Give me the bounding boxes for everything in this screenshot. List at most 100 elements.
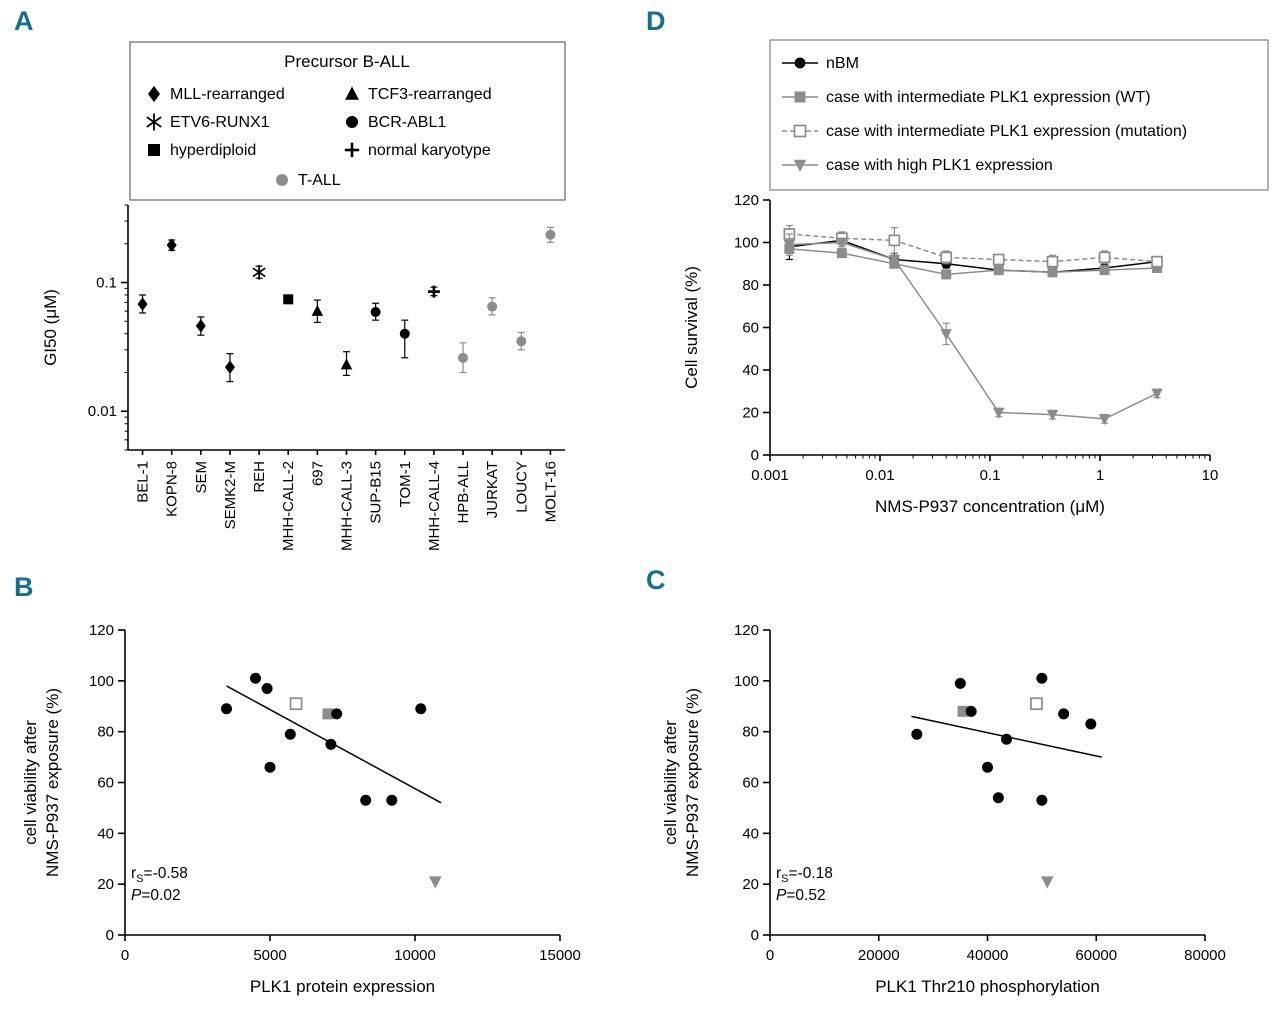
marker-triangle-up bbox=[340, 358, 353, 370]
x-axis-title: PLK1 Thr210 phosphorylation bbox=[875, 977, 1100, 996]
marker-circle bbox=[360, 794, 372, 806]
axes bbox=[121, 204, 565, 455]
y-tick-label: 80 bbox=[742, 724, 759, 741]
marker-triangle-down bbox=[1098, 414, 1111, 426]
legend-label: case with intermediate PLK1 expression (… bbox=[826, 89, 1151, 106]
legend-precursor-ball: Precursor B-ALL MLL-rearranged ETV6-RUNX1 h… bbox=[129, 41, 566, 201]
marker-square-open bbox=[289, 697, 303, 711]
x-tick-label: 10 bbox=[1202, 467, 1219, 484]
marker-triangle-down bbox=[1040, 876, 1054, 889]
y-axis-title-line1: cell viability after bbox=[21, 720, 40, 845]
series-line bbox=[789, 241, 1158, 420]
marker-circle bbox=[386, 794, 398, 806]
y-tick-label: 80 bbox=[97, 724, 114, 741]
y-tick-label: 120 bbox=[89, 622, 114, 639]
axes bbox=[763, 199, 1211, 461]
legend-label: normal karyotype bbox=[368, 142, 491, 159]
marker-square-open bbox=[1030, 697, 1043, 711]
marker-cross bbox=[344, 142, 360, 158]
correlation-coefficient: rS=-0.18 bbox=[776, 865, 833, 885]
marker-triangle-up bbox=[311, 304, 324, 316]
y-tick-label: 80 bbox=[742, 277, 759, 294]
marker-triangle-down bbox=[836, 237, 848, 249]
x-tick-label: 5000 bbox=[253, 947, 286, 964]
marker-circle bbox=[458, 352, 469, 363]
y-axis-title-line2: NMS-P937 exposure (%) bbox=[43, 688, 62, 877]
marker-triangle-down bbox=[793, 159, 807, 172]
legend-label: hyperdiploid bbox=[170, 142, 256, 159]
y-tick-label: 40 bbox=[97, 825, 114, 842]
viability-vs-thr210-phosphorylation-scatter: 0 20 40 60 80 100 120 0 20000 40000 60000 80000 PLK1… bbox=[661, 622, 1226, 996]
marker-diamond bbox=[148, 85, 160, 103]
marker-square bbox=[993, 265, 1004, 276]
x-category-label: TOM-1 bbox=[397, 461, 414, 507]
legend-label: BCR-ABL1 bbox=[368, 114, 446, 131]
marker-diamond bbox=[137, 297, 148, 311]
marker-circle bbox=[261, 682, 273, 694]
panel-label-c: C bbox=[646, 565, 666, 595]
marker-square-open bbox=[940, 251, 953, 264]
y-tick-label: 100 bbox=[734, 235, 759, 252]
x-category-label: MOLT-16 bbox=[542, 461, 559, 522]
y-tick-label: 60 bbox=[742, 320, 759, 337]
marker-circle bbox=[284, 728, 296, 740]
series-line bbox=[789, 239, 1158, 274]
correlation-coefficient: rS=-0.58 bbox=[131, 865, 188, 885]
legend-survival-series: nBM case with intermediate PLK1 expressio… bbox=[769, 39, 1269, 191]
y-tick-label: 0.01 bbox=[88, 403, 117, 420]
marker-diamond bbox=[224, 360, 235, 374]
marker-circle bbox=[415, 703, 427, 715]
data-points bbox=[137, 226, 556, 383]
marker-diamond bbox=[195, 319, 206, 333]
y-tick-label: 20 bbox=[97, 876, 114, 893]
data-points bbox=[221, 672, 442, 889]
marker-square-open bbox=[1098, 251, 1111, 264]
x-tick-label: 40000 bbox=[967, 947, 1009, 964]
y-axis-title: GI50 (μM) bbox=[41, 289, 60, 366]
marker-circle bbox=[487, 301, 498, 312]
legend-label: TCF3-rearranged bbox=[368, 86, 492, 103]
legend-label: case with intermediate PLK1 expression (… bbox=[826, 123, 1187, 140]
x-category-label: LOUCY bbox=[513, 461, 530, 513]
x-tick-label: 1 bbox=[1096, 467, 1104, 484]
series-points bbox=[783, 233, 1163, 426]
marker-square-open bbox=[1046, 255, 1059, 268]
marker-triangle-down bbox=[783, 239, 796, 251]
marker-triangle-down bbox=[940, 329, 952, 341]
panel-b: B 0 20 40 60 80 100 120 0 5000 10000 15000 PLK1 pro… bbox=[0, 560, 640, 1018]
panel-label-a: A bbox=[14, 6, 34, 36]
marker-diamond bbox=[166, 238, 177, 252]
marker-square bbox=[322, 708, 334, 720]
marker-square-open bbox=[1151, 255, 1163, 268]
marker-circle bbox=[982, 761, 993, 773]
marker-square bbox=[1152, 263, 1163, 273]
y-axis-title-line1: cell viability after bbox=[661, 720, 680, 845]
y-tick-label: 0 bbox=[751, 447, 759, 464]
x-tick-label: 80000 bbox=[1184, 947, 1226, 964]
marker-square bbox=[148, 144, 160, 156]
y-tick-label: 60 bbox=[742, 775, 759, 792]
y-tick-label: 120 bbox=[734, 622, 759, 639]
marker-circle bbox=[954, 677, 966, 689]
x-category-label: KOPN-8 bbox=[164, 461, 181, 517]
x-tick-label: 0 bbox=[766, 947, 774, 964]
x-tick-label: 0.1 bbox=[980, 467, 1001, 484]
marker-circle bbox=[250, 672, 261, 684]
marker-triangle-down bbox=[1151, 388, 1163, 400]
x-category-label: BEL-1 bbox=[135, 461, 152, 503]
marker-circle bbox=[1036, 672, 1048, 684]
marker-circle bbox=[1058, 708, 1070, 720]
legend-label: T-ALL bbox=[298, 172, 341, 189]
x-category-label: MHH-CALL-2 bbox=[280, 461, 297, 551]
y-tick-label: 100 bbox=[734, 673, 759, 690]
x-category-label: SEMK2-M bbox=[222, 461, 239, 529]
marker-cross bbox=[427, 285, 440, 298]
marker-circle bbox=[794, 57, 806, 69]
viability-vs-plk1-expression-scatter: 0 20 40 60 80 100 120 0 5000 10000 15000 PLK1 prote… bbox=[21, 622, 581, 996]
legend-label: nBM bbox=[826, 55, 859, 72]
x-tick-label: 60000 bbox=[1075, 947, 1117, 964]
p-value: P=0.02 bbox=[131, 887, 181, 904]
marker-square-open bbox=[888, 234, 901, 247]
y-tick-label: 40 bbox=[742, 362, 759, 379]
